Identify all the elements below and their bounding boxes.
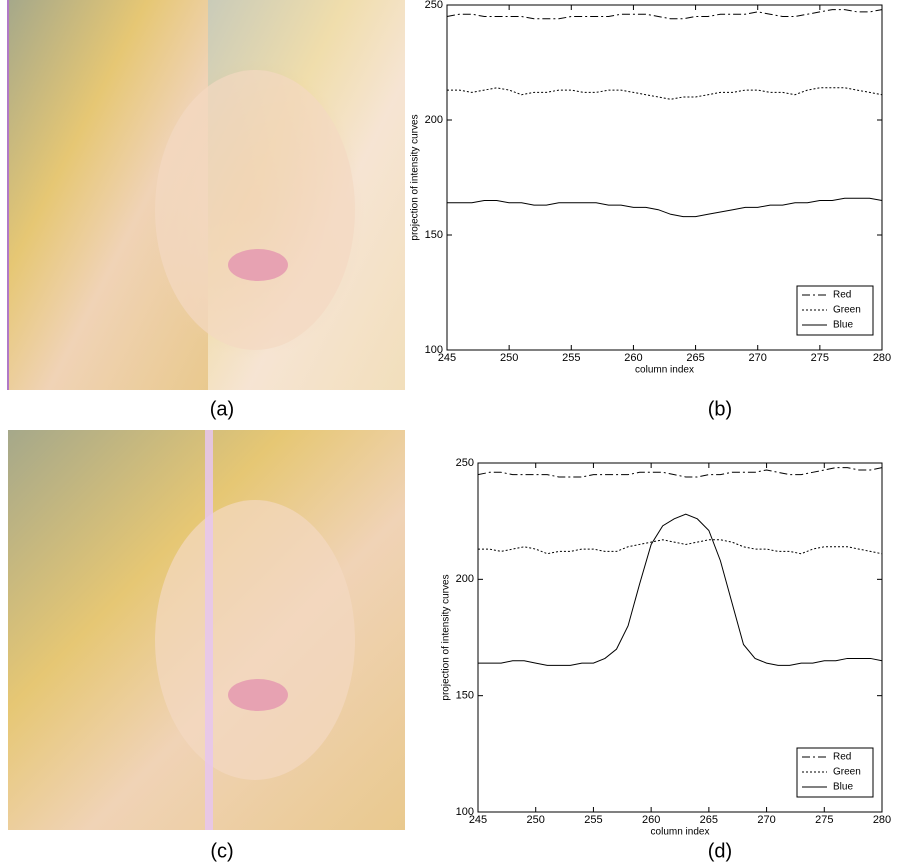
y-tick-label: 150 (425, 229, 443, 241)
series-line (447, 197, 883, 218)
x-tick-label: 245 (469, 814, 487, 826)
x-tick-label: 245 (438, 352, 456, 364)
x-tick-label: 280 (873, 352, 891, 364)
y-tick-label: 200 (425, 114, 443, 126)
legend-label: Blue (833, 782, 853, 793)
x-tick-label: 265 (700, 814, 718, 826)
legend-label: Green (833, 305, 861, 316)
series-line (477, 467, 883, 478)
legend-label: Blue (833, 320, 853, 331)
series-line (447, 87, 883, 100)
y-tick-label: 250 (456, 457, 474, 469)
x-tick-label: 275 (811, 352, 829, 364)
x-tick-label: 270 (757, 814, 775, 826)
photo-a (7, 0, 405, 390)
legend-label: Green (833, 767, 861, 778)
legend-box (796, 747, 874, 798)
legend-label: Red (833, 290, 851, 301)
y-tick-label: 250 (425, 0, 443, 11)
photo-c (8, 430, 405, 830)
x-tick-label: 250 (500, 352, 518, 364)
y-tick-label: 150 (456, 690, 474, 702)
series-line (478, 513, 883, 666)
legend-label: Red (833, 752, 851, 763)
caption: (b) (708, 398, 732, 420)
y-tick-label: 100 (456, 806, 474, 818)
x-tick-label: 255 (562, 352, 580, 364)
x-tick-label: 275 (815, 814, 833, 826)
x-tick-label: 265 (686, 352, 704, 364)
y-tick-label: 200 (456, 573, 474, 585)
x-axis-label: column index (635, 365, 694, 376)
x-tick-label: 270 (749, 352, 767, 364)
caption: (c) (210, 840, 233, 862)
x-tick-label: 255 (584, 814, 602, 826)
x-tick-label: 260 (624, 352, 642, 364)
x-axis-label: column index (651, 827, 710, 838)
x-tick-label: 260 (642, 814, 660, 826)
caption: (a) (210, 398, 234, 420)
legend-box (796, 285, 874, 336)
x-tick-label: 280 (873, 814, 891, 826)
y-axis-label: projection of intensity curves (410, 114, 421, 240)
caption: (d) (708, 840, 732, 862)
y-tick-label: 100 (425, 344, 443, 356)
y-axis-label: projection of intensity curves (441, 574, 452, 700)
series-line (478, 539, 883, 555)
x-tick-label: 250 (527, 814, 545, 826)
